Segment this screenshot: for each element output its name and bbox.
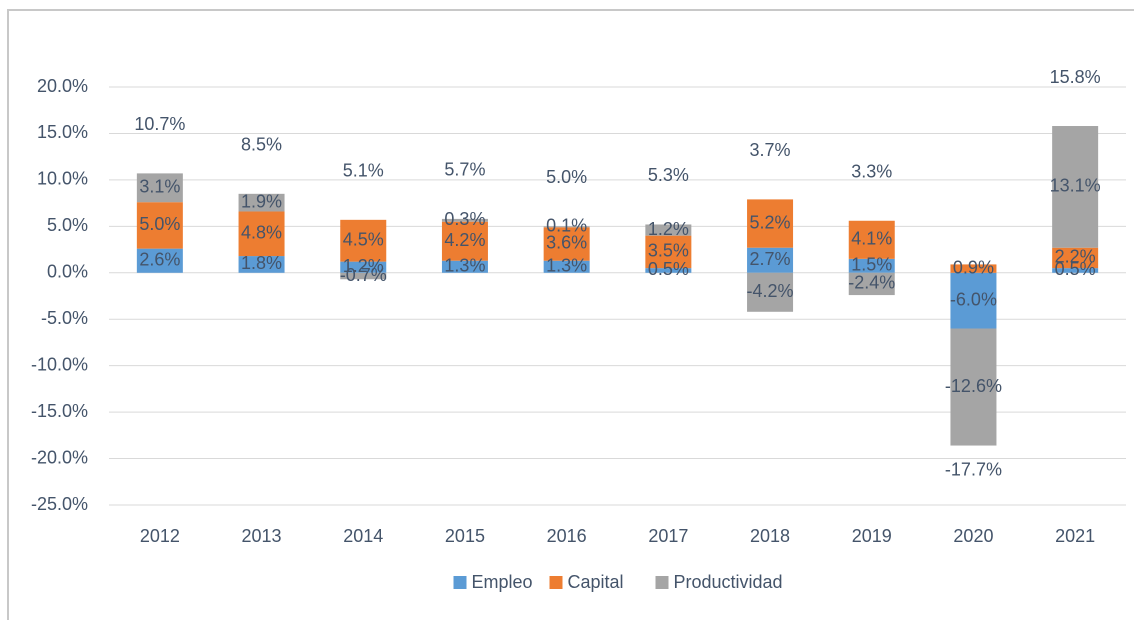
x-tick-label: 2018 [750,526,790,546]
x-tick-label: 2016 [547,526,587,546]
y-tick-label: -15.0% [31,401,88,421]
data-label: 1.3% [546,255,587,275]
legend-swatch [549,576,563,589]
x-tick-label: 2012 [140,526,180,546]
bar-segment [238,256,285,273]
y-tick-label: 20.0% [37,76,88,96]
x-tick-label: 2013 [242,526,282,546]
bar-segment [1052,268,1099,273]
x-tick-label: 2019 [852,526,892,546]
bar-segment [747,272,794,312]
data-label: 1.5% [851,255,892,275]
y-tick-label: -5.0% [41,308,88,328]
y-tick-label: -25.0% [31,494,88,514]
bar-segment [238,211,285,257]
x-tick-label: 2021 [1055,526,1095,546]
legend-swatch [453,576,467,589]
data-label: 0.3% [444,209,485,229]
y-tick-label: 5.0% [47,215,88,235]
y-tick-label: -10.0% [31,354,88,374]
x-tick-label: 2017 [648,526,688,546]
bar-segment [645,268,692,273]
bar-segment [441,260,488,273]
total-label: 8.5% [241,135,282,155]
data-label: 1.9% [241,191,282,211]
data-label: 3.1% [139,177,180,197]
data-label: 1.3% [444,255,485,275]
bar-segment [747,247,794,273]
total-label: -17.7% [945,459,1002,479]
total-label: 5.7% [444,160,485,180]
bar-segment [1052,247,1099,269]
legend-label: Capital [568,572,624,592]
x-tick-label: 2020 [953,526,993,546]
total-label: 15.8% [1050,67,1101,87]
bar-segment [136,248,183,273]
data-label: 13.1% [1050,176,1101,196]
legend-label: Productividad [674,572,783,592]
bar-segment [848,272,895,296]
data-label: 1.2% [343,256,384,276]
y-tick-label: 0.0% [47,262,88,282]
data-label: 5.2% [750,212,791,232]
data-label: -12.6% [945,376,1002,396]
total-label: 5.3% [648,165,689,185]
bar-segment [645,224,692,236]
bar-segment [238,193,285,212]
bar-segment [136,202,183,249]
data-label: 0.5% [1055,259,1096,279]
bar-segment [1052,126,1099,248]
bar-segment [136,173,183,203]
y-tick-label: 10.0% [37,169,88,189]
bar-segment [441,221,488,261]
bar-segment [543,226,590,228]
bar-segment [340,219,387,262]
x-tick-label: 2014 [343,526,383,546]
data-label: -6.0% [950,289,997,309]
legend-label: Empleo [472,572,533,592]
bar-segment [848,258,895,273]
data-label: 3.5% [648,241,689,261]
bar-segment [645,235,692,269]
frame [7,9,1134,620]
y-tick-label: 15.0% [37,122,88,142]
data-label: 0.5% [648,259,689,279]
y-tick-label: -20.0% [31,447,88,467]
bar-segment [340,261,387,273]
total-label: 5.1% [343,161,384,181]
bar-segment [441,218,488,222]
bar-segment [950,264,997,273]
data-label: 5.0% [139,214,180,234]
bar-segment [848,220,895,259]
x-tick-label: 2015 [445,526,485,546]
total-label: 3.3% [851,162,892,182]
bar-segment [543,227,590,261]
total-label: 3.7% [750,140,791,160]
data-label: 1.2% [648,219,689,239]
bar-segment [340,272,387,280]
data-label: 4.5% [343,229,384,249]
data-label: 0.1% [546,216,587,236]
data-label: 3.6% [546,233,587,253]
data-label: 0.9% [953,257,994,277]
data-label: 4.8% [241,223,282,243]
data-label: 2.7% [750,249,791,269]
data-label: 2.6% [139,249,180,269]
bar-segment [747,199,794,248]
data-label: 1.8% [241,253,282,273]
data-label: 2.2% [1055,247,1096,267]
bar-segment [543,260,590,273]
data-label: -4.2% [747,281,794,301]
bar-segment [950,272,997,329]
data-label: -2.4% [848,273,895,293]
data-label: 4.2% [444,230,485,250]
total-label: 5.0% [546,167,587,187]
data-label: 4.1% [851,229,892,249]
legend-swatch [655,576,669,589]
total-label: 10.7% [134,114,185,134]
data-label: -0.7% [340,265,387,285]
bar-segment [950,328,997,446]
